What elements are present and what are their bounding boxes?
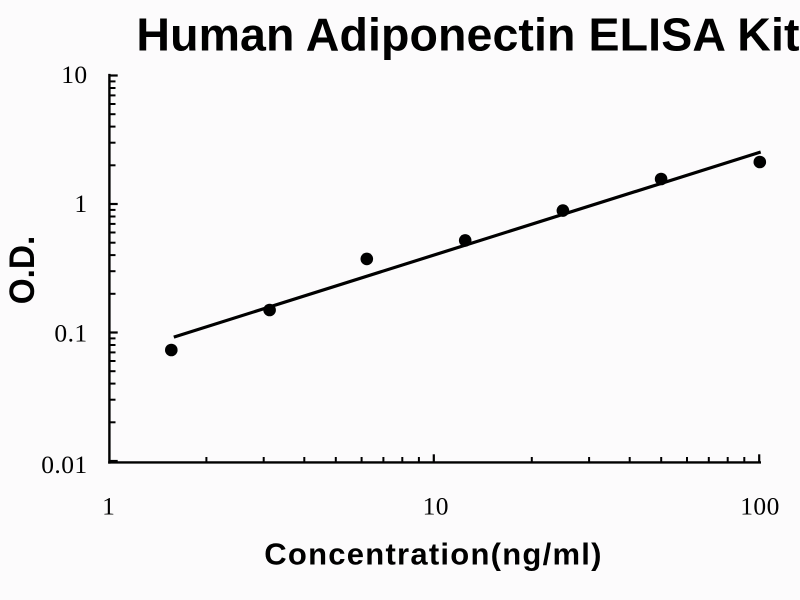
- svg-text:Concentration(ng/ml): Concentration(ng/ml): [264, 537, 602, 572]
- svg-text:0.1: 0.1: [54, 319, 87, 348]
- svg-text:1: 1: [102, 491, 115, 520]
- svg-text:100: 100: [740, 491, 779, 520]
- svg-text:Human Adiponectin ELISA Kit: Human Adiponectin ELISA Kit: [136, 9, 799, 61]
- svg-text:0.01: 0.01: [41, 450, 87, 479]
- svg-text:1: 1: [74, 189, 87, 218]
- svg-text:O.D.: O.D.: [3, 236, 42, 305]
- svg-text:10: 10: [61, 60, 87, 89]
- svg-text:10: 10: [423, 491, 449, 520]
